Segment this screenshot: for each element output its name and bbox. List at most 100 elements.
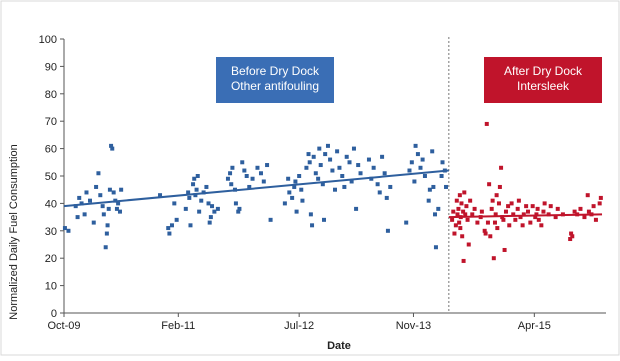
data-point-after [528,220,533,225]
trend-line-after [448,213,603,219]
y-tick-label: 40 [45,198,57,210]
data-point-after [555,206,560,211]
y-tick-label: 10 [45,281,57,293]
data-point-before [116,201,121,206]
data-point-after [539,223,544,228]
data-point-before [206,201,211,206]
data-point-before [330,168,335,173]
data-point-before [293,179,298,184]
data-point-before [255,165,260,170]
data-point-after [530,204,535,209]
data-point-after [456,206,461,211]
data-point-after [513,217,518,222]
data-point-before [109,143,114,148]
data-point-after [597,201,602,206]
data-point-before [114,206,119,211]
data-point-after [526,209,531,214]
data-point-before [237,206,242,211]
data-point-after [454,198,459,203]
data-point-before [192,176,197,181]
data-point-before [87,198,92,203]
y-tick-label: 70 [45,116,57,128]
x-tick-label: Apr-15 [518,320,551,332]
data-point-after [462,190,467,195]
data-point-after [475,220,480,225]
data-point-before [244,174,249,178]
data-point-before [318,163,323,168]
data-point-before [119,187,124,192]
data-point-before [230,165,235,170]
data-point-after [451,209,456,214]
data-point-before [197,209,202,214]
annotation-text: After Dry Dock [504,64,583,78]
data-point-before [420,157,425,162]
data-point-after [490,198,495,203]
data-point-before [335,149,340,154]
data-point-before [75,215,80,220]
annotation-box-before [216,57,334,103]
data-point-before [431,184,436,189]
data-point-after [458,226,463,231]
data-point-before [94,184,99,189]
axes: 0 10 20 30 40 50 60 70 80 90 100 Oct-09 Feb-11 Jul-12… [39,34,606,332]
data-point-after [520,223,525,228]
data-point-before [98,193,103,198]
data-point-before [371,165,376,170]
x-tick-label: Nov-13 [396,320,431,332]
data-point-before [282,201,287,206]
data-point-before [96,171,101,176]
data-point-after [491,256,496,261]
data-point-before [225,176,230,181]
data-point-before [258,171,263,176]
data-point-after [455,212,460,217]
data-point-before [418,165,423,170]
data-point-before [380,154,385,159]
data-point-after [572,209,577,214]
data-point-after [569,231,574,236]
data-point-after [511,212,516,217]
data-point-before [344,154,349,159]
data-point-before [316,176,321,181]
data-point-before [317,146,322,151]
data-point-after [459,201,464,206]
data-point-after [548,204,553,209]
data-point-after [488,234,493,239]
data-point-before [188,223,193,228]
y-tick-label: 0 [51,308,57,320]
y-axis-label: Normalized Daily Fuel Consumption [8,144,20,319]
data-point-before [340,174,345,178]
data-point-before [427,187,432,192]
data-point-before [413,143,418,148]
data-point-before [191,182,196,187]
data-point-after [457,193,462,198]
data-point-after [507,223,512,228]
data-point-before [193,193,198,198]
data-point-after [586,209,591,214]
data-point-after [492,220,497,225]
data-point-before [388,184,393,189]
data-point-before [265,163,270,168]
data-point-after [489,206,494,211]
data-point-before [233,201,238,206]
data-point-before [199,198,204,203]
data-point-before [382,171,387,176]
x-tick-label: Feb-11 [161,320,195,332]
data-point-after [497,184,502,189]
data-point-after [515,206,520,211]
data-point-before [325,143,330,148]
data-point-before [310,223,315,228]
data-point-after [485,220,490,225]
data-point-before [110,146,115,151]
data-point-after [493,212,498,217]
data-point-before [297,174,302,178]
data-point-before [242,168,247,173]
data-point-before [111,190,116,195]
data-point-after [494,193,499,198]
data-point-before [433,245,438,250]
data-point-before [377,190,382,195]
data-point-after [452,231,457,236]
data-point-before [101,212,106,217]
data-point-before [103,245,108,250]
